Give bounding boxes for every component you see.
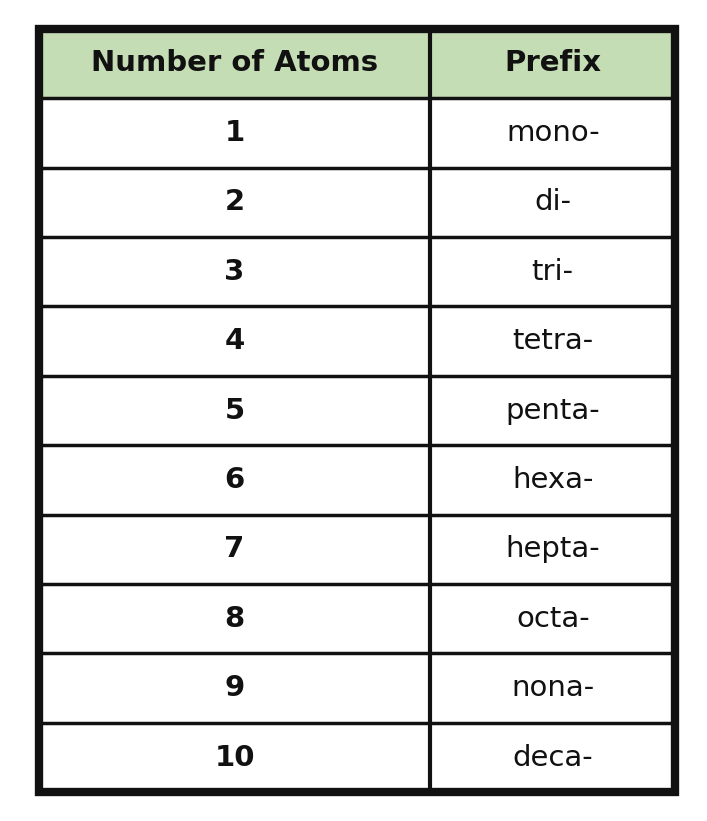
Text: 10: 10 [214,744,255,772]
Bar [39,445,675,515]
Bar [39,306,675,376]
Text: 3: 3 [224,258,245,286]
Bar [39,29,675,99]
Bar [39,654,675,722]
Bar [39,376,675,445]
Text: hepta-: hepta- [506,535,600,563]
Text: hexa-: hexa- [512,466,593,494]
Bar [39,29,675,792]
Text: Prefix: Prefix [504,49,601,77]
Text: 5: 5 [225,397,245,424]
Text: mono-: mono- [506,119,600,147]
Bar [39,584,675,654]
Text: 2: 2 [225,188,245,216]
Text: Number of Atoms: Number of Atoms [91,49,378,77]
Text: tri-: tri- [532,258,573,286]
Text: 6: 6 [224,466,245,494]
Text: 4: 4 [224,327,245,355]
Text: octa-: octa- [516,605,590,633]
Bar [39,167,675,237]
Text: tetra-: tetra- [512,327,593,355]
Text: 7: 7 [224,535,245,563]
Bar [39,99,675,167]
Text: penta-: penta- [506,397,600,424]
Text: 8: 8 [225,605,245,633]
Text: 1: 1 [224,119,245,147]
Text: di-: di- [534,188,571,216]
Text: deca-: deca- [513,744,593,772]
Bar [39,237,675,306]
Text: nona-: nona- [511,674,595,702]
Text: 9: 9 [224,674,245,702]
Bar [39,722,675,792]
Bar [39,515,675,584]
